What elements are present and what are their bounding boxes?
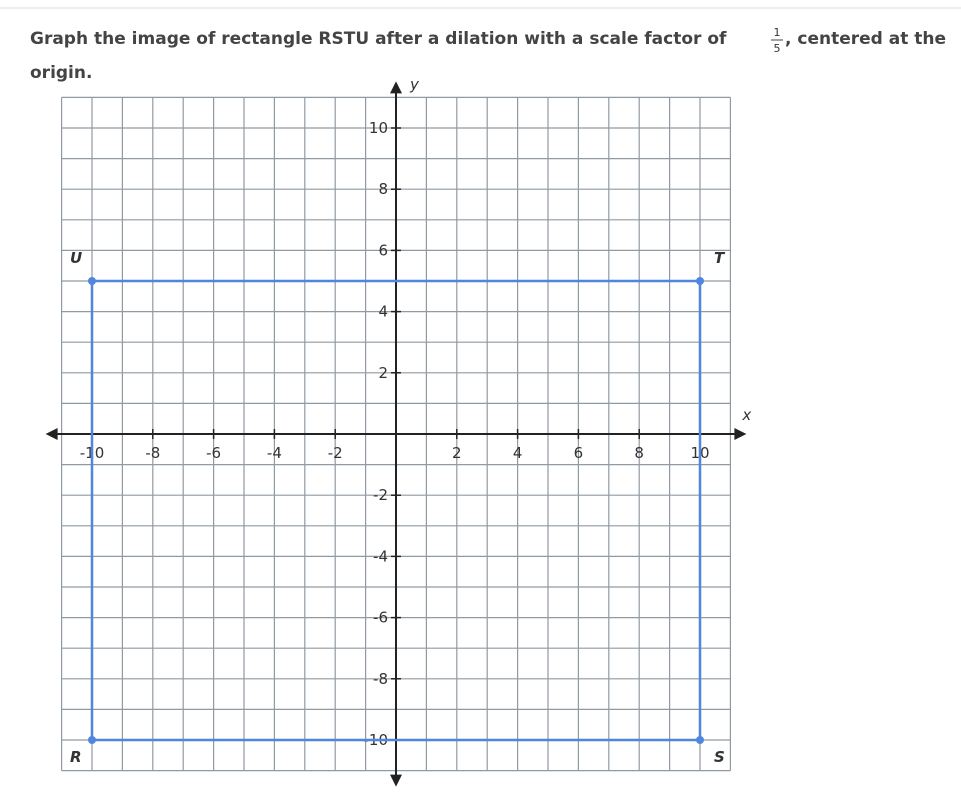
y-tick-label: 10 — [369, 119, 388, 137]
y-tick-label: -8 — [373, 670, 388, 688]
x-tick-label: -4 — [267, 444, 282, 462]
y-tick-label: -2 — [373, 486, 388, 504]
axis-arrow — [45, 428, 58, 440]
vertex-label: S — [714, 748, 725, 766]
y-tick-label: -6 — [373, 609, 388, 627]
vertex-point — [696, 277, 704, 285]
x-tick-label: -8 — [145, 444, 160, 462]
x-tick-label: 4 — [513, 444, 523, 462]
x-tick-label: 8 — [634, 444, 644, 462]
vertex-label: T — [714, 249, 726, 267]
question-text: origin. — [30, 63, 92, 83]
vertex-point — [696, 736, 704, 744]
y-axis-label: y — [409, 75, 420, 93]
y-tick-label: 2 — [378, 364, 388, 382]
question-text: Graph the image of rectangle RSTU after … — [30, 29, 727, 49]
axis-arrow — [390, 774, 402, 787]
y-tick-label: 6 — [378, 241, 388, 259]
fraction-denominator: 5 — [774, 42, 781, 55]
vertex-label: R — [70, 748, 82, 766]
vertex-label: U — [70, 249, 82, 267]
y-tick-label: 4 — [378, 303, 388, 321]
fraction-numerator: 1 — [774, 26, 781, 39]
x-tick-label: 2 — [452, 444, 462, 462]
axis-arrow — [390, 81, 402, 94]
x-axis-label: x — [741, 406, 751, 424]
question-text: , centered at the — [785, 29, 946, 49]
vertex-point — [88, 736, 96, 744]
x-tick-label: -6 — [206, 444, 221, 462]
y-tick-label: 8 — [378, 180, 388, 198]
y-tick-label: -4 — [373, 547, 388, 565]
x-tick-label: 6 — [574, 444, 584, 462]
axis-arrow — [734, 428, 747, 440]
x-tick-label: -2 — [328, 444, 343, 462]
vertex-point — [88, 277, 96, 285]
